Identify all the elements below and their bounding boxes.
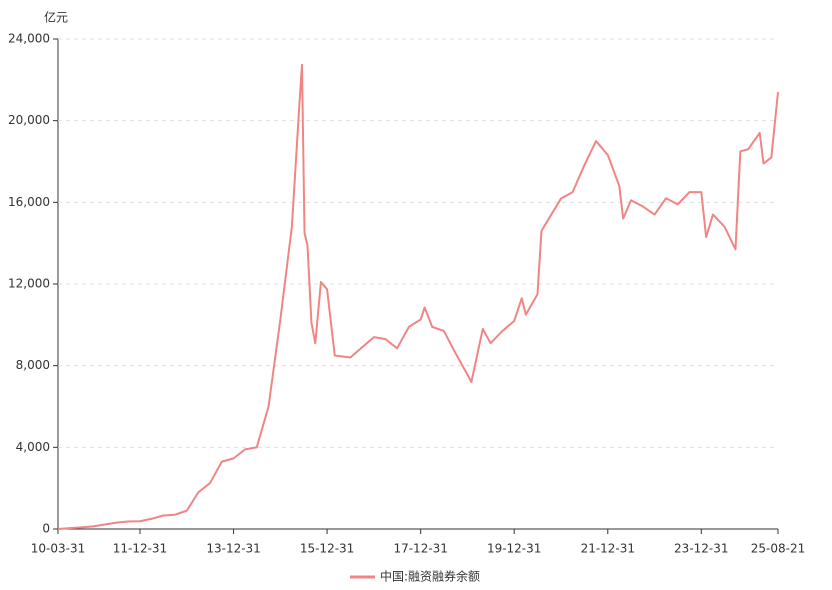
y-tick-label: 16,000	[8, 195, 50, 209]
x-tick-label: 13-12-31	[206, 542, 260, 556]
y-axis-label: 亿元	[44, 10, 68, 25]
legend-label: 中国:融资融券余额	[380, 569, 480, 584]
y-tick-label: 12,000	[8, 277, 50, 291]
x-tick-label: 23-12-31	[674, 542, 728, 556]
x-tick-label: 15-12-31	[300, 542, 354, 556]
x-tick-label: 10-03-31	[31, 542, 85, 556]
x-tick-label: 19-12-31	[487, 542, 541, 556]
x-tick-label: 21-12-31	[581, 542, 635, 556]
y-tick-label: 8,000	[16, 358, 50, 372]
x-tick-label: 11-12-31	[113, 542, 167, 556]
y-tick-label: 24,000	[8, 32, 50, 46]
x-tick-label: 25-08-21	[751, 542, 805, 556]
data-line	[57, 63, 779, 530]
y-tick-label: 0	[42, 522, 50, 536]
y-tick-label: 20,000	[8, 113, 50, 127]
y-tick-label: 4,000	[16, 440, 50, 454]
x-tick-label: 17-12-31	[393, 542, 447, 556]
